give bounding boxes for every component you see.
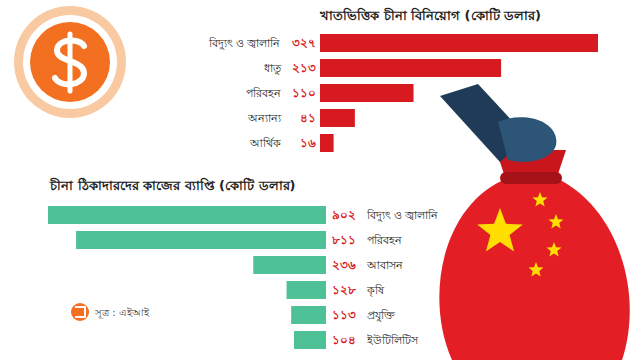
svg-text:১৬: ১৬ [300, 136, 316, 150]
svg-text:বিদ্যুৎ ও জ্বালানি: বিদ্যুৎ ও জ্বালানি [208, 37, 281, 50]
svg-text:আবাসন: আবাসন [366, 259, 403, 272]
svg-text:ধাতু: ধাতু [264, 62, 282, 75]
svg-text:পরিবহন: পরিবহন [246, 87, 281, 100]
html-text:চীনা ঠিকাদারদের কাজের ব্যাপ্তি: চীনা ঠিকাদারদের কাজের ব্যাপ্তি (কোটি ডলা… [50, 178, 296, 193]
svg-text:১২৮: ১২৮ [332, 283, 356, 297]
svg-text:৯০২: ৯০২ [332, 208, 356, 222]
svg-text:অন্যান্য: অন্যান্য [247, 112, 282, 125]
svg-text:ইউটিলিটিস: ইউটিলিটিস [366, 334, 419, 347]
svg-text:১১০: ১১০ [292, 86, 316, 100]
svg-text:কৃষি: কৃষি [366, 284, 385, 297]
html-text:সূত্র : এইআই: সূত্র : এইআই [95, 307, 149, 318]
svg-text:৪১: ৪১ [300, 111, 316, 125]
svg-text:৩২৭: ৩২৭ [292, 36, 316, 50]
html-text:খাতভিত্তিক চীনা বিনিয়োগ (কোটি: খাতভিত্তিক চীনা বিনিয়োগ (কোটি ডলার) [320, 8, 541, 23]
svg-text:৮১১: ৮১১ [331, 233, 356, 247]
svg-text:পরিবহন: পরিবহন [367, 234, 402, 247]
svg-text:২৩৬: ২৩৬ [332, 258, 356, 272]
svg-text:১০৪: ১০৪ [332, 333, 356, 347]
svg-text:২১৩: ২১৩ [292, 61, 316, 75]
svg-text:১১৩: ১১৩ [332, 308, 356, 322]
svg-text:বিদ্যুৎ ও জ্বালানি: বিদ্যুৎ ও জ্বালানি [366, 209, 439, 222]
svg-text:আর্থিক: আর্থিক [249, 137, 281, 150]
svg-text:প্রযুক্তি: প্রযুক্তি [367, 309, 395, 322]
